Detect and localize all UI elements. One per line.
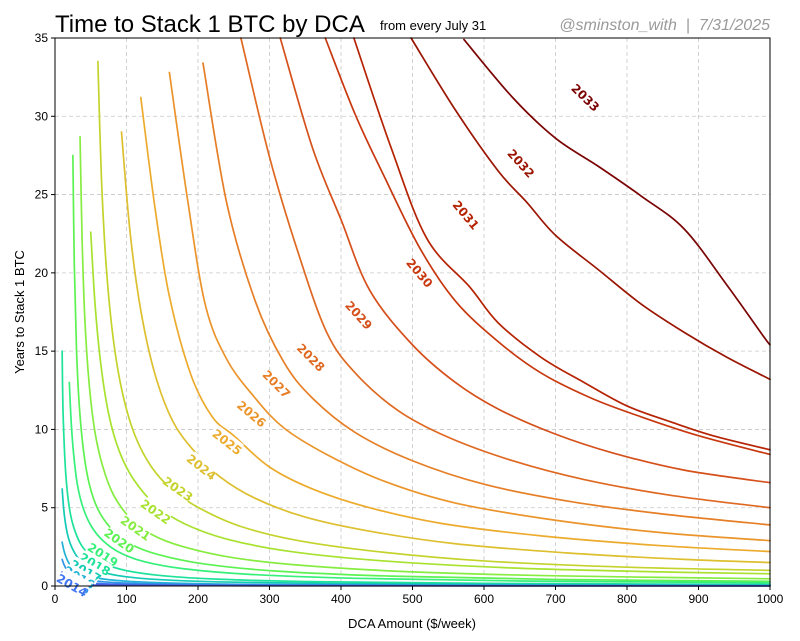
chart-title: Time to Stack 1 BTC by DCA xyxy=(55,11,365,38)
curve-2028 xyxy=(240,37,771,509)
curves xyxy=(61,37,771,587)
x-tick-label: 500 xyxy=(402,592,422,606)
curve-label-text: 2031 xyxy=(450,198,482,233)
curve-2022 xyxy=(89,231,771,575)
curve-label-bg xyxy=(451,198,482,231)
x-tick-label: 600 xyxy=(474,592,494,606)
x-axis: 0 100 200 300 400 500 600 700 800 900 1000 xyxy=(52,586,784,606)
curve-label-2022: 2022 xyxy=(138,496,173,528)
curve-label-bg xyxy=(86,539,120,569)
curve-label-text: 2026 xyxy=(234,398,269,430)
y-tick-label: 25 xyxy=(35,188,49,202)
curve-2026 xyxy=(168,71,771,542)
curve-label-text: 2022 xyxy=(138,497,173,528)
curve-label-2028: 2028 xyxy=(294,341,328,375)
chart-subtitle: from every July 31 xyxy=(380,18,486,33)
y-tick-label: 35 xyxy=(35,31,49,45)
y-tick-label: 30 xyxy=(35,109,49,123)
curve-label-bg xyxy=(211,426,245,457)
curve-label-text: 2024 xyxy=(184,452,219,484)
curve-label-bg xyxy=(404,256,436,289)
curve-label-bg xyxy=(119,512,153,543)
curve-labels: 2033203220312030202920282027202620252024… xyxy=(54,81,602,600)
curve-2027 xyxy=(202,62,771,526)
x-tick-label: 400 xyxy=(331,592,351,606)
x-axis-label: DCA Amount ($/week) xyxy=(348,616,476,631)
curve-label-text: 2023 xyxy=(160,474,195,505)
curve-label-2029: 2029 xyxy=(342,298,375,332)
curve-2023 xyxy=(97,60,771,572)
curve-label-bg xyxy=(139,496,173,526)
curve-label-bg xyxy=(505,146,538,180)
curve-label-bg xyxy=(185,451,219,482)
curve-label-2031: 2031 xyxy=(450,198,482,233)
curve-label-2023: 2023 xyxy=(160,473,195,505)
x-tick-label: 800 xyxy=(617,592,637,606)
x-tick-label: 900 xyxy=(688,592,708,606)
x-tick-label: 100 xyxy=(116,592,136,606)
x-tick-label: 700 xyxy=(545,592,565,606)
curve-label-bg xyxy=(295,341,328,373)
curve-label-bg xyxy=(569,81,602,113)
curve-2017 xyxy=(61,488,771,586)
y-tick-label: 0 xyxy=(41,579,48,593)
x-tick-label: 300 xyxy=(259,592,279,606)
curve-2029 xyxy=(279,37,771,484)
x-tick-label: 0 xyxy=(52,592,59,606)
curve-label-bg xyxy=(343,298,375,331)
x-tick-label: 1000 xyxy=(757,592,784,606)
curve-2024 xyxy=(120,131,771,564)
curve-2030 xyxy=(324,37,771,456)
curve-label-2032: 2032 xyxy=(504,146,538,180)
curve-2020 xyxy=(72,154,771,583)
grid xyxy=(54,37,771,587)
curve-label-bg xyxy=(161,473,195,504)
curve-2031 xyxy=(353,37,771,451)
curve-2033 xyxy=(463,38,771,346)
curve-2019 xyxy=(68,381,771,584)
curve-label-bg xyxy=(78,549,113,578)
y-axis-label: Years to Stack 1 BTC xyxy=(12,250,27,374)
curve-label-bg xyxy=(103,525,137,555)
chart-credit: @sminston_with | 7/31/2025 xyxy=(559,17,770,34)
curve-2025 xyxy=(139,96,771,553)
y-tick-label: 10 xyxy=(35,422,49,436)
y-axis: 0 5 10 15 20 25 30 35 xyxy=(35,31,55,593)
curve-2032 xyxy=(410,37,771,381)
curve-label-bg xyxy=(261,367,293,400)
y-tick-label: 15 xyxy=(35,344,49,358)
x-tick-label: 200 xyxy=(188,592,208,606)
curve-label-bg xyxy=(55,570,90,599)
y-tick-label: 20 xyxy=(35,266,49,280)
curve-label-2033: 2033 xyxy=(568,81,602,114)
curve-label-2024: 2024 xyxy=(184,451,219,484)
curve-2018 xyxy=(61,350,771,586)
y-tick-label: 5 xyxy=(41,501,48,515)
curve-label-2026: 2026 xyxy=(234,397,269,430)
curve-label-bg xyxy=(235,397,269,429)
